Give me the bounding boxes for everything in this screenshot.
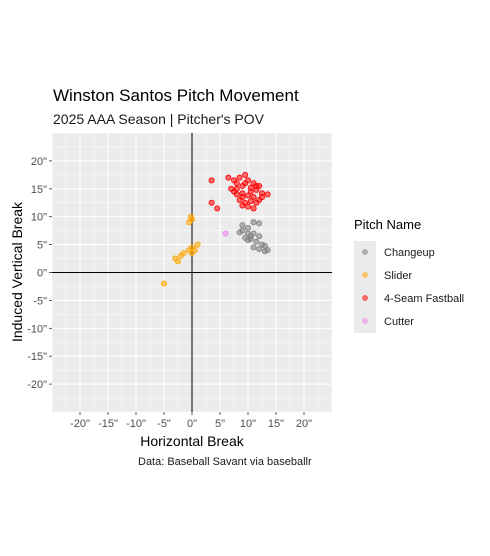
x-axis-title: Horizontal Break [140, 433, 244, 449]
4-seam-fastball-point [239, 202, 246, 209]
chart-title: Winston Santos Pitch Movement [53, 86, 299, 105]
4-seam-fastball-point [214, 205, 221, 212]
changeup-point [256, 220, 263, 227]
legend-item-changeup: Changeup [354, 241, 464, 264]
x-tick-label: 0" [187, 418, 197, 430]
4-seam-fastball-point [250, 205, 257, 212]
legend: Pitch Name Changeup Slider 4-Seam Fastba… [354, 217, 464, 333]
4-seam-fastball-point [230, 188, 237, 195]
x-tick-label: -5" [157, 418, 171, 430]
x-tick-label: -10" [126, 418, 146, 430]
changeup-point [236, 229, 243, 236]
slider-point [174, 258, 181, 265]
fastball-marker [362, 295, 368, 301]
slider-point [187, 213, 194, 220]
changeup-point [247, 236, 254, 243]
slider-point [160, 280, 167, 287]
data-source-caption: Data: Baseball Savant via baseballr [138, 456, 312, 468]
changeup-point [250, 230, 257, 237]
x-tick-label: 20" [296, 418, 312, 430]
y-tick-label: 15" [31, 184, 47, 196]
legend-label-fastball: 4-Seam Fastball [384, 292, 465, 305]
changeup-point [250, 219, 257, 226]
slider-point [188, 244, 195, 251]
4-seam-fastball-point [264, 191, 271, 198]
cutter-marker [362, 318, 368, 324]
4-seam-fastball-point [208, 199, 215, 206]
y-tick-label: -5" [33, 295, 47, 307]
changeup-point [250, 244, 257, 251]
legend-title: Pitch Name [354, 217, 422, 232]
4-seam-fastball-point [242, 180, 249, 187]
x-tick-label: 15" [268, 418, 284, 430]
4-seam-fastball-point [247, 198, 254, 205]
x-axis-ticks: -20" -15" -10" -5" 0" 5" 10" 15" 20" [70, 412, 312, 430]
4-seam-fastball-point [253, 199, 260, 206]
4-seam-fastball-point [239, 194, 246, 201]
4-seam-fastball-point [233, 180, 240, 187]
legend-item-cutter: Cutter [354, 310, 464, 333]
slider-point [180, 249, 187, 256]
legend-key-cutter [354, 310, 376, 333]
changeup-point [256, 233, 263, 240]
y-tick-label: 5" [37, 240, 47, 252]
y-tick-label: 10" [31, 212, 47, 224]
y-tick-label: -10" [27, 323, 47, 335]
data-points [160, 171, 271, 287]
reference-lines [52, 133, 332, 412]
x-tick-label: -15" [98, 418, 118, 430]
x-tick-label: -20" [70, 418, 90, 430]
4-seam-fastball-point [242, 171, 249, 178]
changeup-point [256, 246, 263, 253]
legend-label-cutter: Cutter [384, 315, 414, 328]
y-tick-label: 0" [37, 268, 47, 280]
legend-item-slider: Slider [354, 264, 464, 287]
changeup-marker [362, 249, 368, 255]
changeup-point [253, 238, 260, 245]
4-seam-fastball-point [253, 183, 260, 190]
legend-item-fastball: 4-Seam Fastball [354, 287, 464, 310]
changeup-point [244, 224, 251, 231]
4-seam-fastball-point [247, 188, 254, 195]
4-seam-fastball-point [236, 174, 243, 181]
4-seam-fastball-point [258, 194, 265, 201]
legend-key-fastball [354, 287, 376, 310]
legend-label-changeup: Changeup [384, 246, 435, 259]
y-tick-label: -20" [27, 379, 47, 391]
changeup-point [261, 248, 268, 255]
y-axis-ticks: 20" 15" 10" 5" 0" -5" -10" -15" -20" [27, 156, 52, 391]
legend-key-changeup [354, 241, 376, 264]
cutter-point [222, 230, 229, 237]
4-seam-fastball-point [250, 194, 257, 201]
legend-key-slider [354, 264, 376, 287]
legend-label-slider: Slider [384, 269, 413, 282]
slider-point [194, 241, 201, 248]
4-seam-fastball-point [208, 177, 215, 184]
y-tick-label: -15" [27, 351, 47, 363]
4-seam-fastball-point [244, 192, 251, 199]
x-tick-label: 10" [240, 418, 256, 430]
4-seam-fastball-point [225, 174, 232, 181]
slider-marker [362, 272, 368, 278]
y-tick-label: 20" [31, 156, 47, 168]
chart-subtitle: 2025 AAA Season | Pitcher's POV [53, 111, 264, 127]
changeup-point [239, 222, 246, 229]
4-seam-fastball-point [244, 203, 251, 210]
x-tick-label: 5" [215, 418, 225, 430]
y-axis-title: Induced Vertical Break [9, 201, 25, 342]
